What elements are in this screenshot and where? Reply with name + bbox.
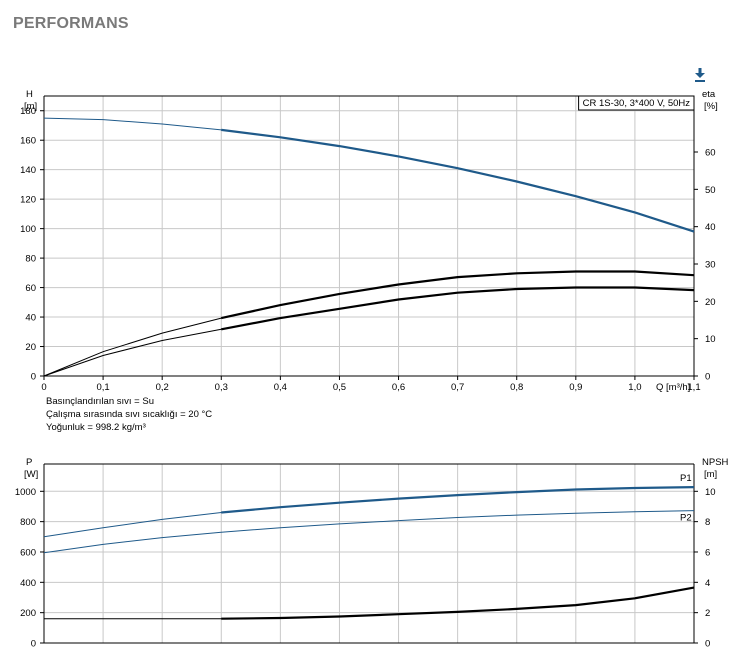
y-axis-label: H	[26, 89, 33, 100]
x-tick-label: 0,4	[274, 382, 287, 393]
temperature-note: Çalışma sırasında sıvı sıcaklığı = 20 °C	[46, 409, 213, 420]
liquid-note: Basınçlandırılan sıvı = Su	[46, 396, 154, 407]
density-note: Yoğunluk = 998.2 kg/m³	[46, 422, 146, 433]
y-tick-label: 800	[20, 517, 36, 528]
y-tick-label: 1000	[15, 487, 36, 498]
y-tick-label: 140	[20, 165, 36, 176]
y2-tick-label: 40	[705, 222, 716, 233]
x-tick-label: 1,1	[687, 382, 700, 393]
y2-tick-label: 8	[705, 517, 710, 528]
download-icon[interactable]	[692, 66, 708, 84]
y2-tick-label: 6	[705, 547, 710, 558]
y2-tick-label: 60	[705, 148, 716, 159]
y-tick-label: 180	[20, 106, 36, 117]
y2-axis-label: NPSH	[702, 457, 729, 468]
x-tick-label: 0,7	[451, 382, 464, 393]
y2-axis-unit: [m]	[704, 469, 717, 480]
series-label-p2: P2	[680, 513, 692, 524]
y-tick-label: 0	[31, 639, 36, 650]
series-label-p1: P1	[680, 473, 692, 484]
y2-tick-label: 4	[705, 578, 710, 589]
x-tick-label: 0,8	[510, 382, 523, 393]
y2-tick-label: 50	[705, 185, 716, 196]
series-line-thick-p1	[221, 486, 695, 514]
y-tick-label: 600	[20, 547, 36, 558]
y-tick-label: 100	[20, 224, 36, 235]
x-tick-label: 1,0	[628, 382, 641, 393]
x-tick-label: 0,3	[215, 382, 228, 393]
y-tick-label: 120	[20, 195, 36, 206]
y-tick-label: 60	[25, 283, 36, 294]
y-tick-label: 400	[20, 578, 36, 589]
y2-tick-label: 2	[705, 608, 710, 619]
x-tick-label: 0,5	[333, 382, 346, 393]
x-tick-label: 0,9	[569, 382, 582, 393]
y2-tick-label: 30	[705, 260, 716, 271]
y2-tick-label: 0	[705, 372, 710, 383]
y2-axis-label: eta	[702, 89, 716, 100]
series-line-thick-1-2	[221, 586, 695, 620]
x-tick-label: 0,6	[392, 382, 405, 393]
legend-box	[578, 95, 695, 111]
y-tick-label: 200	[20, 608, 36, 619]
y-axis-unit: [W]	[24, 469, 38, 480]
y-tick-label: 0	[31, 372, 36, 383]
y2-tick-label: 10	[705, 334, 716, 345]
y2-tick-label: 0	[705, 639, 710, 650]
page-title: PERFORMANS	[13, 15, 129, 32]
y-tick-label: 20	[25, 342, 36, 353]
x-tick-label: 0,1	[96, 382, 109, 393]
series-line-p2	[43, 510, 695, 554]
y-tick-label: 80	[25, 254, 36, 265]
series-line-thick-0-0	[221, 128, 695, 233]
y-axis-unit: [m]	[24, 101, 37, 112]
legend-box-text: CR 1S-30, 3*400 V, 50Hz	[583, 98, 691, 109]
y-tick-label: 160	[20, 136, 36, 147]
x-axis-label: Q [m³/h]	[656, 382, 690, 393]
series-line-thick-0-2	[221, 286, 695, 331]
series-line-0-0	[43, 117, 695, 233]
x-tick-label: 0,2	[156, 382, 169, 393]
y-tick-label: 40	[25, 313, 36, 324]
series-line-0-2	[43, 287, 695, 377]
y2-tick-label: 20	[705, 297, 716, 308]
y2-tick-label: 10	[705, 487, 716, 498]
x-tick-label: 0	[41, 382, 46, 393]
y2-axis-unit: [%]	[704, 101, 718, 112]
series-line-p1	[43, 486, 695, 538]
series-line-thick-0-1	[221, 270, 695, 320]
y-axis-label: P	[26, 457, 32, 468]
